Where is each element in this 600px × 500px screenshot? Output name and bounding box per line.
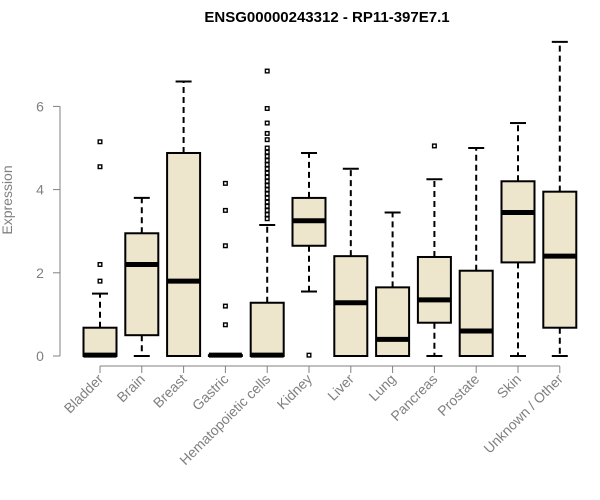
outlier-point: [264, 153, 270, 159]
outlier-point: [264, 145, 270, 151]
box-group: [416, 143, 452, 357]
y-tick-label: 4: [36, 182, 44, 198]
outlier-point: [264, 178, 270, 184]
outlier-point: [264, 182, 270, 188]
outlier-point: [264, 195, 270, 201]
axes: 0 2 4 6: [36, 98, 560, 367]
outlier-point: [222, 322, 228, 328]
outlier-point: [264, 149, 270, 155]
x-category-label: Lung: [365, 371, 398, 404]
outlier-point: [264, 162, 270, 168]
x-category-label: Prostate: [434, 371, 482, 419]
box-group: [207, 180, 243, 358]
x-category-label: Brain: [113, 371, 147, 405]
box-group: [500, 122, 536, 357]
box-group: [458, 147, 494, 357]
y-axis-label: Expression: [0, 165, 15, 234]
outlier-point: [264, 212, 270, 218]
box-group: [124, 196, 160, 357]
outlier-point: [264, 120, 270, 126]
box-group: [82, 139, 118, 358]
outlier-point: [222, 180, 228, 186]
outlier-point: [264, 170, 270, 176]
x-category-label: Liver: [324, 371, 357, 404]
x-category-label: Breast: [150, 371, 190, 411]
y-tick-label: 6: [36, 98, 44, 114]
outlier-point: [264, 199, 270, 205]
box-group: [249, 68, 285, 358]
box: [249, 301, 285, 358]
box-group: [291, 151, 327, 358]
outlier-point: [264, 187, 270, 193]
box: [500, 180, 536, 264]
y-tick-label: 2: [36, 265, 44, 281]
outlier-point: [97, 261, 103, 267]
box-group: [166, 80, 202, 357]
outlier-point: [264, 191, 270, 197]
box: [333, 255, 369, 357]
chart-title: ENSG00000243312 - RP11-397E7.1: [204, 9, 449, 26]
box: [124, 232, 160, 337]
outlier-point: [222, 207, 228, 213]
outlier-point: [264, 166, 270, 172]
outlier-point: [264, 130, 270, 136]
box-group: [375, 211, 411, 357]
box-group: [542, 40, 578, 357]
outlier-point: [264, 216, 270, 222]
outlier-point: [431, 143, 437, 149]
outlier-point: [97, 164, 103, 170]
outlier-point: [222, 303, 228, 309]
outlier-point: [306, 352, 312, 358]
outlier-point: [264, 174, 270, 180]
outlier-point: [264, 105, 270, 111]
y-tick-label: 0: [36, 348, 44, 364]
x-category-label: Kidney: [274, 371, 316, 413]
outlier-point: [264, 207, 270, 213]
box: [458, 269, 494, 357]
box: [82, 326, 118, 358]
outlier-point: [97, 278, 103, 284]
outlier-point: [264, 203, 270, 209]
box: [416, 255, 452, 324]
x-category-label: Bladder: [61, 371, 107, 417]
x-category-label: Skin: [494, 371, 525, 402]
box: [166, 151, 202, 357]
outlier-point: [264, 68, 270, 74]
boxes: [82, 40, 578, 358]
outlier-point: [222, 243, 228, 249]
outlier-point: [264, 157, 270, 163]
box-group: [333, 167, 369, 357]
outlier-point: [97, 139, 103, 145]
outlier-point: [264, 137, 270, 143]
x-category-label: Unknown / Other: [480, 371, 566, 457]
box: [542, 190, 578, 329]
box: [375, 286, 411, 357]
